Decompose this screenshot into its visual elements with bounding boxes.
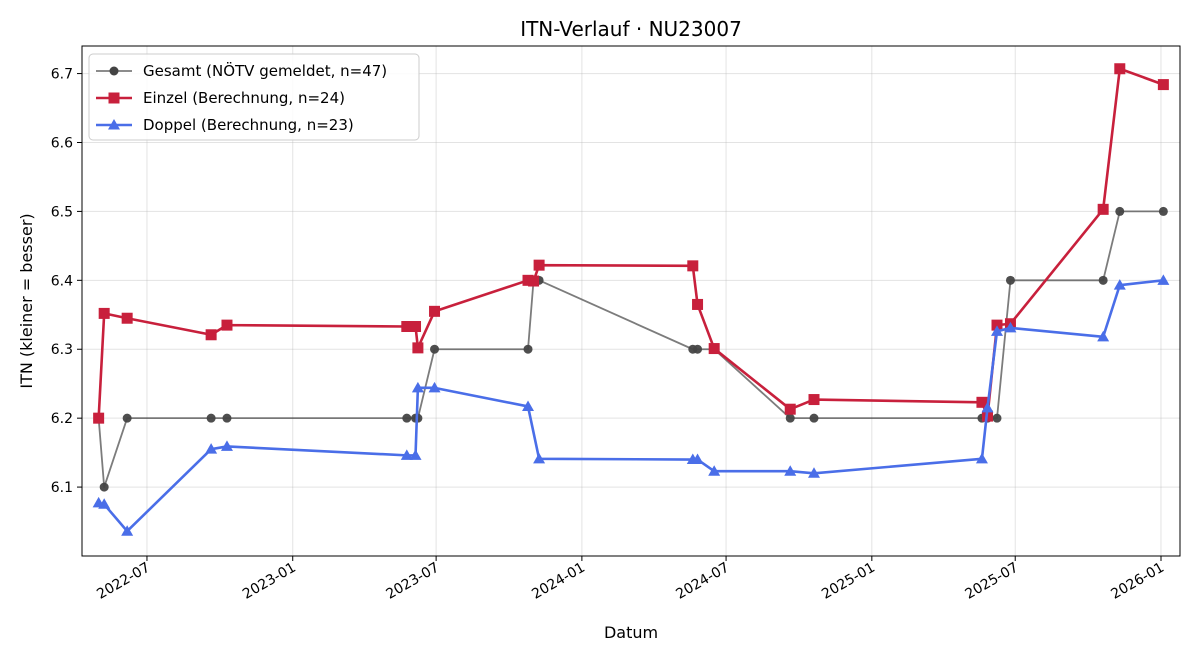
- y-tick-label: 6.3: [51, 342, 73, 358]
- data-point: [708, 343, 720, 355]
- data-point: [205, 443, 218, 454]
- data-point: [122, 413, 132, 423]
- data-point: [402, 413, 412, 423]
- data-point: [693, 344, 703, 354]
- legend-label: Doppel (Berechnung, n=23): [143, 116, 354, 134]
- data-point: [401, 321, 413, 332]
- y-tick-label: 6.7: [51, 67, 73, 83]
- data-point: [808, 467, 820, 478]
- legend-box: [88, 53, 420, 141]
- data-point: [99, 482, 109, 492]
- data-point: [1097, 330, 1110, 342]
- y-axis-label: ITN (kleiner = besser): [17, 213, 36, 388]
- plot-frame: [81, 45, 1181, 557]
- data-point: [808, 394, 820, 406]
- y-tick-label: 6.1: [51, 480, 73, 496]
- data-point: [1157, 274, 1170, 285]
- data-point: [222, 413, 232, 423]
- x-axis-label: Datum: [604, 623, 658, 642]
- data-point: [121, 525, 134, 536]
- series-triangle: [92, 274, 1170, 536]
- data-point: [121, 312, 133, 324]
- data-point: [992, 413, 1002, 423]
- chart-title: ITN-Verlauf · NU23007: [520, 17, 742, 41]
- data-point: [1097, 203, 1109, 215]
- data-point: [206, 413, 216, 423]
- data-point: [1158, 206, 1168, 216]
- y-axis-ticks: 6.1 6.2 6.3 6.4 6.5 6.6 6.7: [51, 67, 82, 496]
- data-point: [1115, 206, 1125, 216]
- data-point: [687, 260, 699, 272]
- data-point: [98, 498, 111, 509]
- data-point: [430, 344, 440, 354]
- data-point: [409, 449, 422, 460]
- legend-marker: [108, 119, 120, 130]
- data-point: [411, 381, 424, 393]
- data-point: [784, 465, 797, 476]
- data-point: [976, 396, 988, 408]
- data-point: [93, 412, 105, 424]
- data-point: [784, 403, 796, 415]
- legend-label: Einzel (Berechnung, n=24): [143, 89, 345, 107]
- data-point: [428, 381, 441, 393]
- data-point: [785, 413, 795, 423]
- y-tick-label: 6.2: [51, 411, 73, 427]
- data-point: [1157, 79, 1169, 91]
- data-point: [1114, 63, 1126, 75]
- data-point: [523, 344, 533, 354]
- legend-label: Gesamt (NÖTV gemeldet, n=47): [143, 61, 387, 80]
- legend: Gesamt (NÖTV gemeldet, n=47) Einzel (Bere…: [88, 53, 420, 141]
- series-square: [93, 63, 1169, 424]
- data-point: [1113, 279, 1126, 290]
- data-point: [708, 465, 721, 476]
- data-point: [220, 440, 233, 451]
- data-point: [533, 259, 545, 271]
- data-point: [522, 274, 534, 286]
- data-point: [528, 275, 540, 287]
- data-point: [692, 298, 704, 310]
- data-point: [400, 449, 413, 460]
- data-point: [221, 319, 233, 331]
- data-point: [981, 401, 994, 413]
- data-point: [1004, 321, 1017, 333]
- data-point: [991, 319, 1003, 331]
- data-point: [205, 329, 217, 341]
- data-point: [533, 452, 546, 464]
- data-point: [1005, 275, 1015, 285]
- data-point: [1098, 275, 1108, 285]
- y-tick-label: 6.4: [51, 273, 73, 289]
- data-point: [98, 307, 110, 319]
- data-point: [975, 452, 988, 464]
- legend-marker: [109, 66, 119, 76]
- y-tick-label: 6.6: [51, 135, 73, 151]
- data-point: [410, 321, 422, 332]
- data-point: [412, 342, 424, 354]
- legend-marker: [108, 92, 120, 104]
- y-tick-label: 6.5: [51, 204, 73, 220]
- data-point: [522, 400, 535, 411]
- data-point: [991, 325, 1003, 336]
- data-point: [691, 453, 704, 465]
- data-point: [809, 413, 819, 423]
- data-point: [429, 305, 441, 317]
- series-layer: [92, 63, 1170, 536]
